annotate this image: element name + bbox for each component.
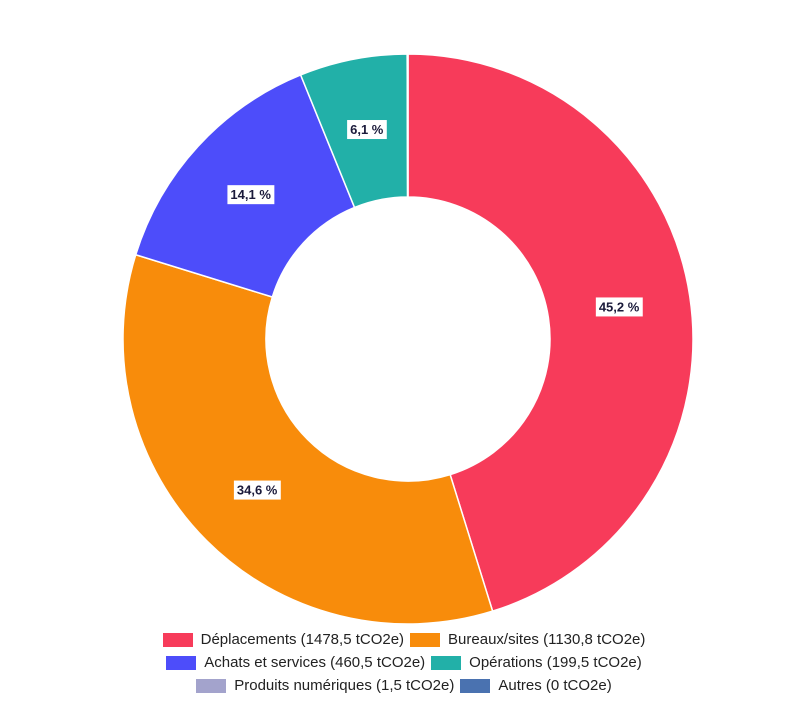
legend-item-achats-services[interactable]: Achats et services (460,5 tCO2e) <box>166 654 425 671</box>
legend-item-bureaux-sites[interactable]: Bureaux/sites (1130,8 tCO2e) <box>410 631 645 648</box>
slice-percent-text: 14,1 % <box>230 187 271 202</box>
slice-percent-label-bg <box>595 297 643 317</box>
legend-item-produits-numeriques[interactable]: Produits numériques (1,5 tCO2e) <box>196 677 454 694</box>
slice-percent-text: 6,1 % <box>350 122 384 137</box>
donut-slice-bureaux-sites[interactable] <box>122 253 494 625</box>
legend-swatch <box>196 678 227 693</box>
slice-percent-label: 45,2 % <box>595 297 643 317</box>
legend-item-operations[interactable]: Opérations (199,5 tCO2e) <box>431 654 642 671</box>
legend-swatch <box>162 632 193 647</box>
legend-label: Produits numériques (1,5 tCO2e) <box>234 677 455 694</box>
legend-label: Achats et services (460,5 tCO2e) <box>204 654 426 671</box>
slice-percent-label: 6,1 % <box>347 120 387 140</box>
legend-row: Produits numériques (1,5 tCO2e) Autres (… <box>0 674 808 697</box>
donut-slice-produits-num-riques[interactable] <box>406 53 409 198</box>
slice-percent-label: 34,6 % <box>233 480 281 500</box>
slice-percent-label-bg <box>347 120 387 140</box>
legend-swatch <box>431 655 462 670</box>
donut-slice-d-placements[interactable] <box>407 53 694 613</box>
legend-label: Autres (0 tCO2e) <box>498 677 612 694</box>
legend-label: Opérations (199,5 tCO2e) <box>469 654 642 671</box>
slice-percent-text: 34,6 % <box>237 483 278 498</box>
legend-item-deplacements[interactable]: Déplacements (1478,5 tCO2e) <box>162 631 405 648</box>
legend-label: Bureaux/sites (1130,8 tCO2e) <box>448 631 646 648</box>
legend-swatch <box>410 632 441 647</box>
legend-row: Achats et services (460,5 tCO2e) Opérati… <box>0 651 808 674</box>
chart-legend: Déplacements (1478,5 tCO2e) Bureaux/site… <box>0 628 808 697</box>
legend-label: Déplacements (1478,5 tCO2e) <box>200 631 405 648</box>
legend-row: Déplacements (1478,5 tCO2e) Bureaux/site… <box>0 628 808 651</box>
slice-percent-label-bg <box>227 185 275 205</box>
legend-swatch <box>166 655 197 670</box>
legend-swatch <box>460 678 491 693</box>
slice-percent-label: 14,1 % <box>227 185 275 205</box>
legend-item-autres[interactable]: Autres (0 tCO2e) <box>460 677 612 694</box>
slice-percent-label-bg <box>233 480 281 500</box>
slice-percent-text: 45,2 % <box>599 299 640 314</box>
